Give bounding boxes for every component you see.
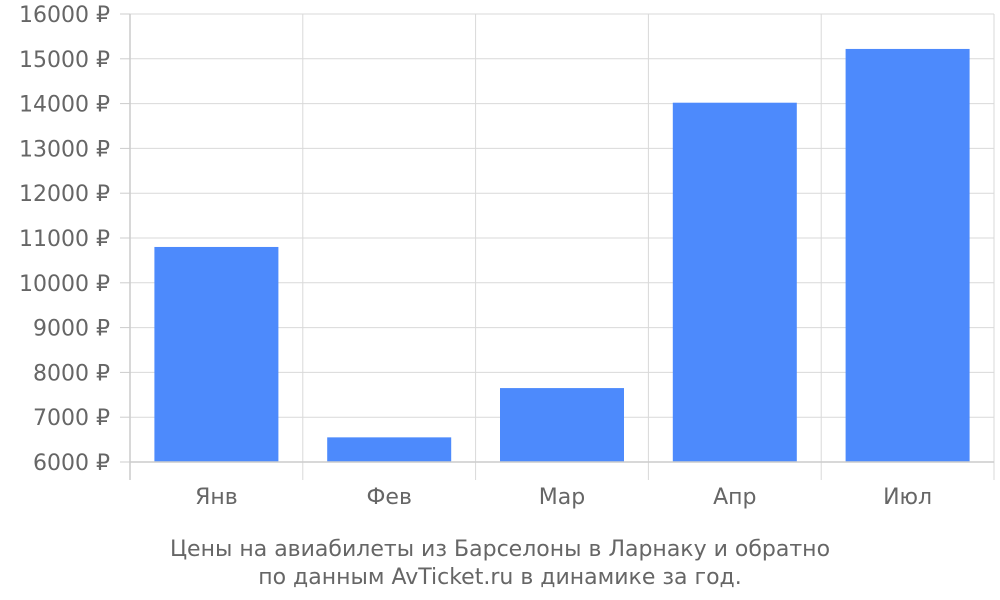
chart-caption-line-1: Цены на авиабилеты из Барселоны в Ларнак…: [170, 537, 830, 562]
y-tick-label: 15000 ₽: [19, 48, 110, 73]
bars-layer: [154, 48, 970, 462]
y-tick-labels: 6000 ₽ 7000 ₽ 8000 ₽ 9000 ₽ 10000 ₽ 11000 ₽ 12…: [19, 3, 110, 476]
x-tick-label: Янв: [195, 485, 238, 510]
y-tick-label: 13000 ₽: [19, 137, 110, 162]
y-tick-label: 10000 ₽: [19, 272, 110, 297]
y-tick-label: 14000 ₽: [19, 93, 110, 118]
bar-4: [672, 102, 797, 462]
y-tick-label: 6000 ₽: [33, 451, 110, 476]
y-tick-label: 9000 ₽: [33, 317, 110, 342]
y-tick-label: 16000 ₽: [19, 3, 110, 28]
y-tick-label: 12000 ₽: [19, 182, 110, 207]
y-tick-label: 8000 ₽: [33, 361, 110, 386]
bar-1: [154, 246, 279, 462]
y-tick-label: 11000 ₽: [19, 227, 110, 252]
x-tick-label: Апр: [713, 485, 756, 510]
x-tick-label: Мар: [539, 485, 585, 510]
x-tick-label: Июл: [883, 485, 932, 510]
x-tick-labels: Янв Фев Мар Апр Июл: [195, 485, 932, 510]
x-tick-label: Фев: [366, 485, 411, 510]
bar-5: [845, 48, 970, 462]
axis-layer: [120, 13, 994, 480]
bar-2: [327, 437, 452, 462]
y-tick-label: 7000 ₽: [33, 406, 110, 431]
chart-caption-line-2: по данным AvTicket.ru в динамике за год.: [258, 565, 742, 590]
bar-3: [500, 388, 624, 462]
